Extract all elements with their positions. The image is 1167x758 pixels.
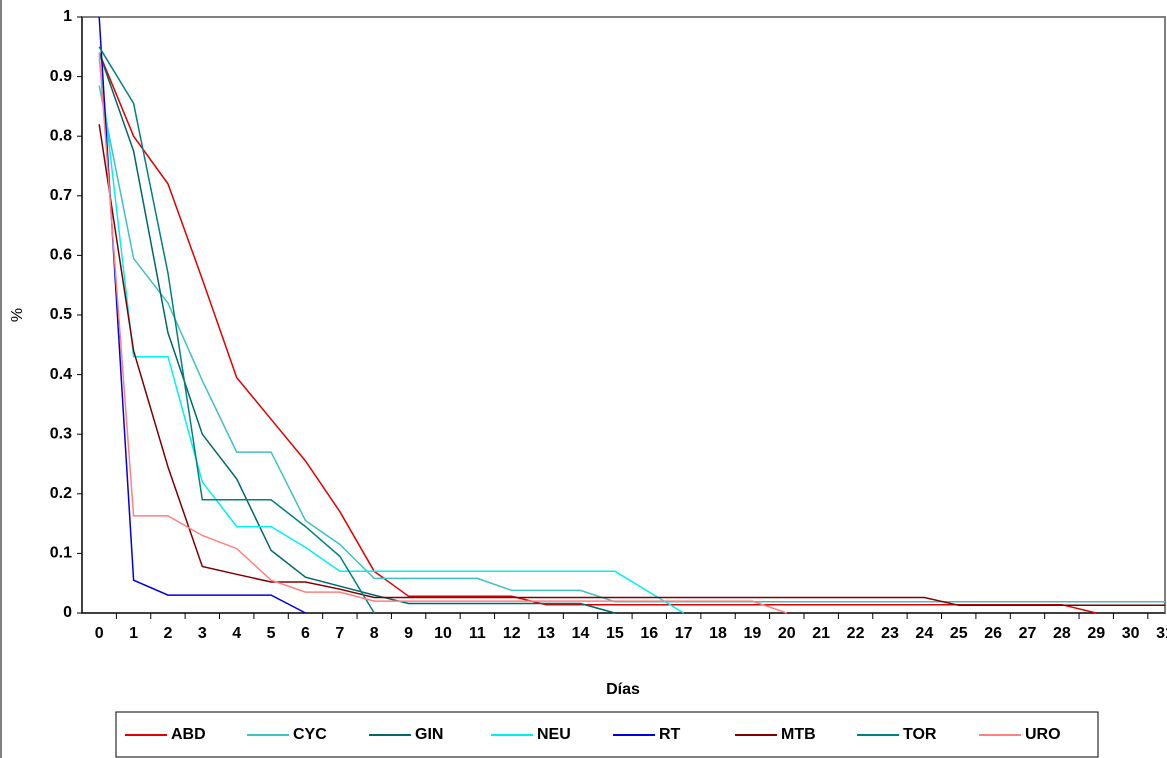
x-tick-label: 19 — [744, 625, 762, 642]
series-line — [98, 46, 375, 614]
series-line — [98, 52, 1097, 614]
x-tick-label: 8 — [370, 625, 379, 642]
x-tick-label: 22 — [847, 625, 865, 642]
x-tick-label: 13 — [537, 625, 555, 642]
y-tick-label: 0 — [63, 604, 72, 621]
x-tick-label: 21 — [812, 625, 830, 642]
y-tick-label: 0.3 — [50, 425, 72, 442]
y-tick-label: 1 — [63, 8, 72, 25]
x-tick-label: 7 — [335, 625, 344, 642]
x-tick-label: 11 — [469, 625, 486, 642]
x-tick-label: 2 — [163, 625, 172, 642]
x-tick-label: 14 — [572, 625, 590, 642]
x-tick-label: 0 — [95, 625, 104, 642]
plot-area — [81, 16, 1166, 614]
x-tick-label: 25 — [950, 625, 968, 642]
series-line — [98, 124, 1165, 607]
legend-label: CYC — [293, 726, 327, 743]
series-line — [98, 58, 685, 614]
y-tick-label: 0.1 — [50, 545, 72, 562]
y-tick-label: 0.8 — [50, 127, 72, 144]
x-tick-label: 3 — [198, 625, 207, 642]
legend-label: NEU — [537, 726, 571, 743]
x-tick-label: 20 — [778, 625, 796, 642]
series-line — [98, 52, 788, 614]
y-tick-label: 0.6 — [50, 247, 72, 264]
legend-label: GIN — [415, 726, 443, 743]
x-tick-label: 1 — [129, 625, 138, 642]
legend-label: ABD — [171, 726, 206, 743]
x-tick-label: 23 — [881, 625, 899, 642]
x-tick-label: 16 — [640, 625, 658, 642]
legend-label: URO — [1025, 726, 1061, 743]
x-tick-label: 26 — [984, 625, 1002, 642]
x-tick-label: 24 — [915, 625, 933, 642]
x-tick-label: 15 — [606, 625, 624, 642]
x-tick-label: 29 — [1087, 625, 1105, 642]
x-tick-label: 17 — [675, 625, 693, 642]
series-line — [98, 16, 306, 614]
legend-label: TOR — [903, 726, 937, 743]
x-tick-label: 6 — [301, 625, 310, 642]
x-tick-label: 27 — [1019, 625, 1037, 642]
x-tick-label: 18 — [709, 625, 727, 642]
x-tick-label: 4 — [232, 625, 241, 642]
y-tick-label: 0.7 — [50, 187, 72, 204]
x-tick-label: 31 — [1156, 625, 1167, 642]
x-tick-label: 10 — [434, 625, 452, 642]
x-axis-title: Días — [606, 681, 640, 698]
y-tick-label: 0.4 — [50, 366, 72, 383]
x-tick-label: 28 — [1053, 625, 1071, 642]
x-tick-label: 9 — [404, 625, 413, 642]
y-tick-label: 0.5 — [50, 306, 72, 323]
legend-label: RT — [659, 726, 681, 743]
y-axis-title: % — [9, 308, 26, 322]
x-tick-label: 5 — [267, 625, 276, 642]
y-tick-label: 0.2 — [50, 485, 72, 502]
x-tick-label: 30 — [1122, 625, 1140, 642]
x-tick-label: 12 — [503, 625, 521, 642]
y-tick-label: 0.9 — [50, 68, 72, 85]
legend-label: MTB — [781, 726, 816, 743]
